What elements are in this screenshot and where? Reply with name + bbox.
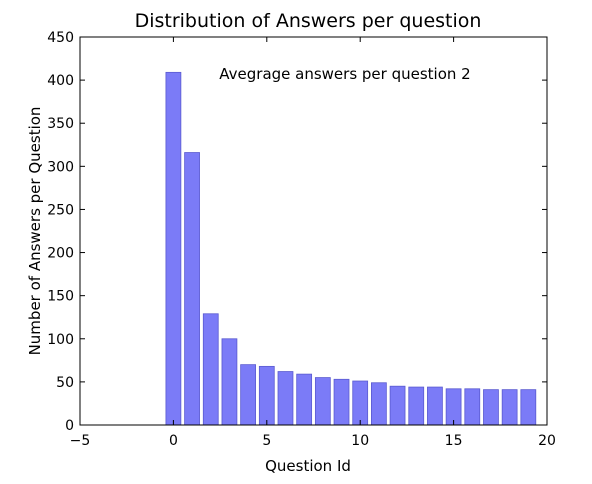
- bar-6: [277, 371, 294, 426]
- bar-16: [464, 388, 481, 426]
- bar-17: [483, 389, 499, 426]
- y-tick-label-100: 100: [47, 332, 74, 348]
- y-tick-label-50: 50: [56, 375, 74, 391]
- bar-11: [371, 382, 387, 426]
- x-axis-label: Question Id: [265, 457, 351, 475]
- bar-18: [501, 389, 518, 426]
- y-tick-label-350: 350: [47, 116, 74, 132]
- bar-0: [165, 71, 182, 426]
- bar-3: [221, 338, 238, 426]
- y-tick-label-150: 150: [47, 289, 74, 305]
- plot-frame: [79, 36, 548, 426]
- bar-5: [258, 365, 275, 426]
- x-tick-label-15: 15: [445, 433, 463, 449]
- bar-7: [296, 373, 313, 426]
- bar-2: [202, 313, 219, 426]
- bar-9: [333, 378, 350, 426]
- x-tick-label-20: 20: [538, 433, 556, 449]
- y-tick-label-0: 0: [65, 418, 74, 434]
- y-tick-label-400: 400: [47, 73, 74, 89]
- y-axis-label: Number of Answers per Question: [26, 107, 44, 356]
- x-tick-label-10: 10: [351, 433, 369, 449]
- x-tick-label-0: 0: [169, 433, 178, 449]
- bar-10: [352, 380, 369, 426]
- bars-group: [165, 71, 537, 426]
- bar-8: [314, 377, 331, 426]
- y-tick-label-300: 300: [47, 159, 74, 175]
- bar-1: [184, 152, 200, 426]
- x-tick-label-5: 5: [262, 433, 271, 449]
- x-tick-label--5: −5: [70, 433, 91, 449]
- y-tick-label-200: 200: [47, 246, 74, 262]
- annotation-text: Avegrage answers per question 2: [219, 65, 470, 83]
- bar-14: [427, 386, 443, 426]
- bar-15: [445, 388, 462, 426]
- y-tick-label-250: 250: [47, 202, 74, 218]
- bar-13: [408, 386, 425, 426]
- chart-title: Distribution of Answers per question: [135, 10, 482, 32]
- bar-12: [389, 385, 406, 426]
- y-tick-label-450: 450: [47, 30, 74, 46]
- bar-19: [520, 389, 537, 426]
- bar-4: [240, 364, 256, 426]
